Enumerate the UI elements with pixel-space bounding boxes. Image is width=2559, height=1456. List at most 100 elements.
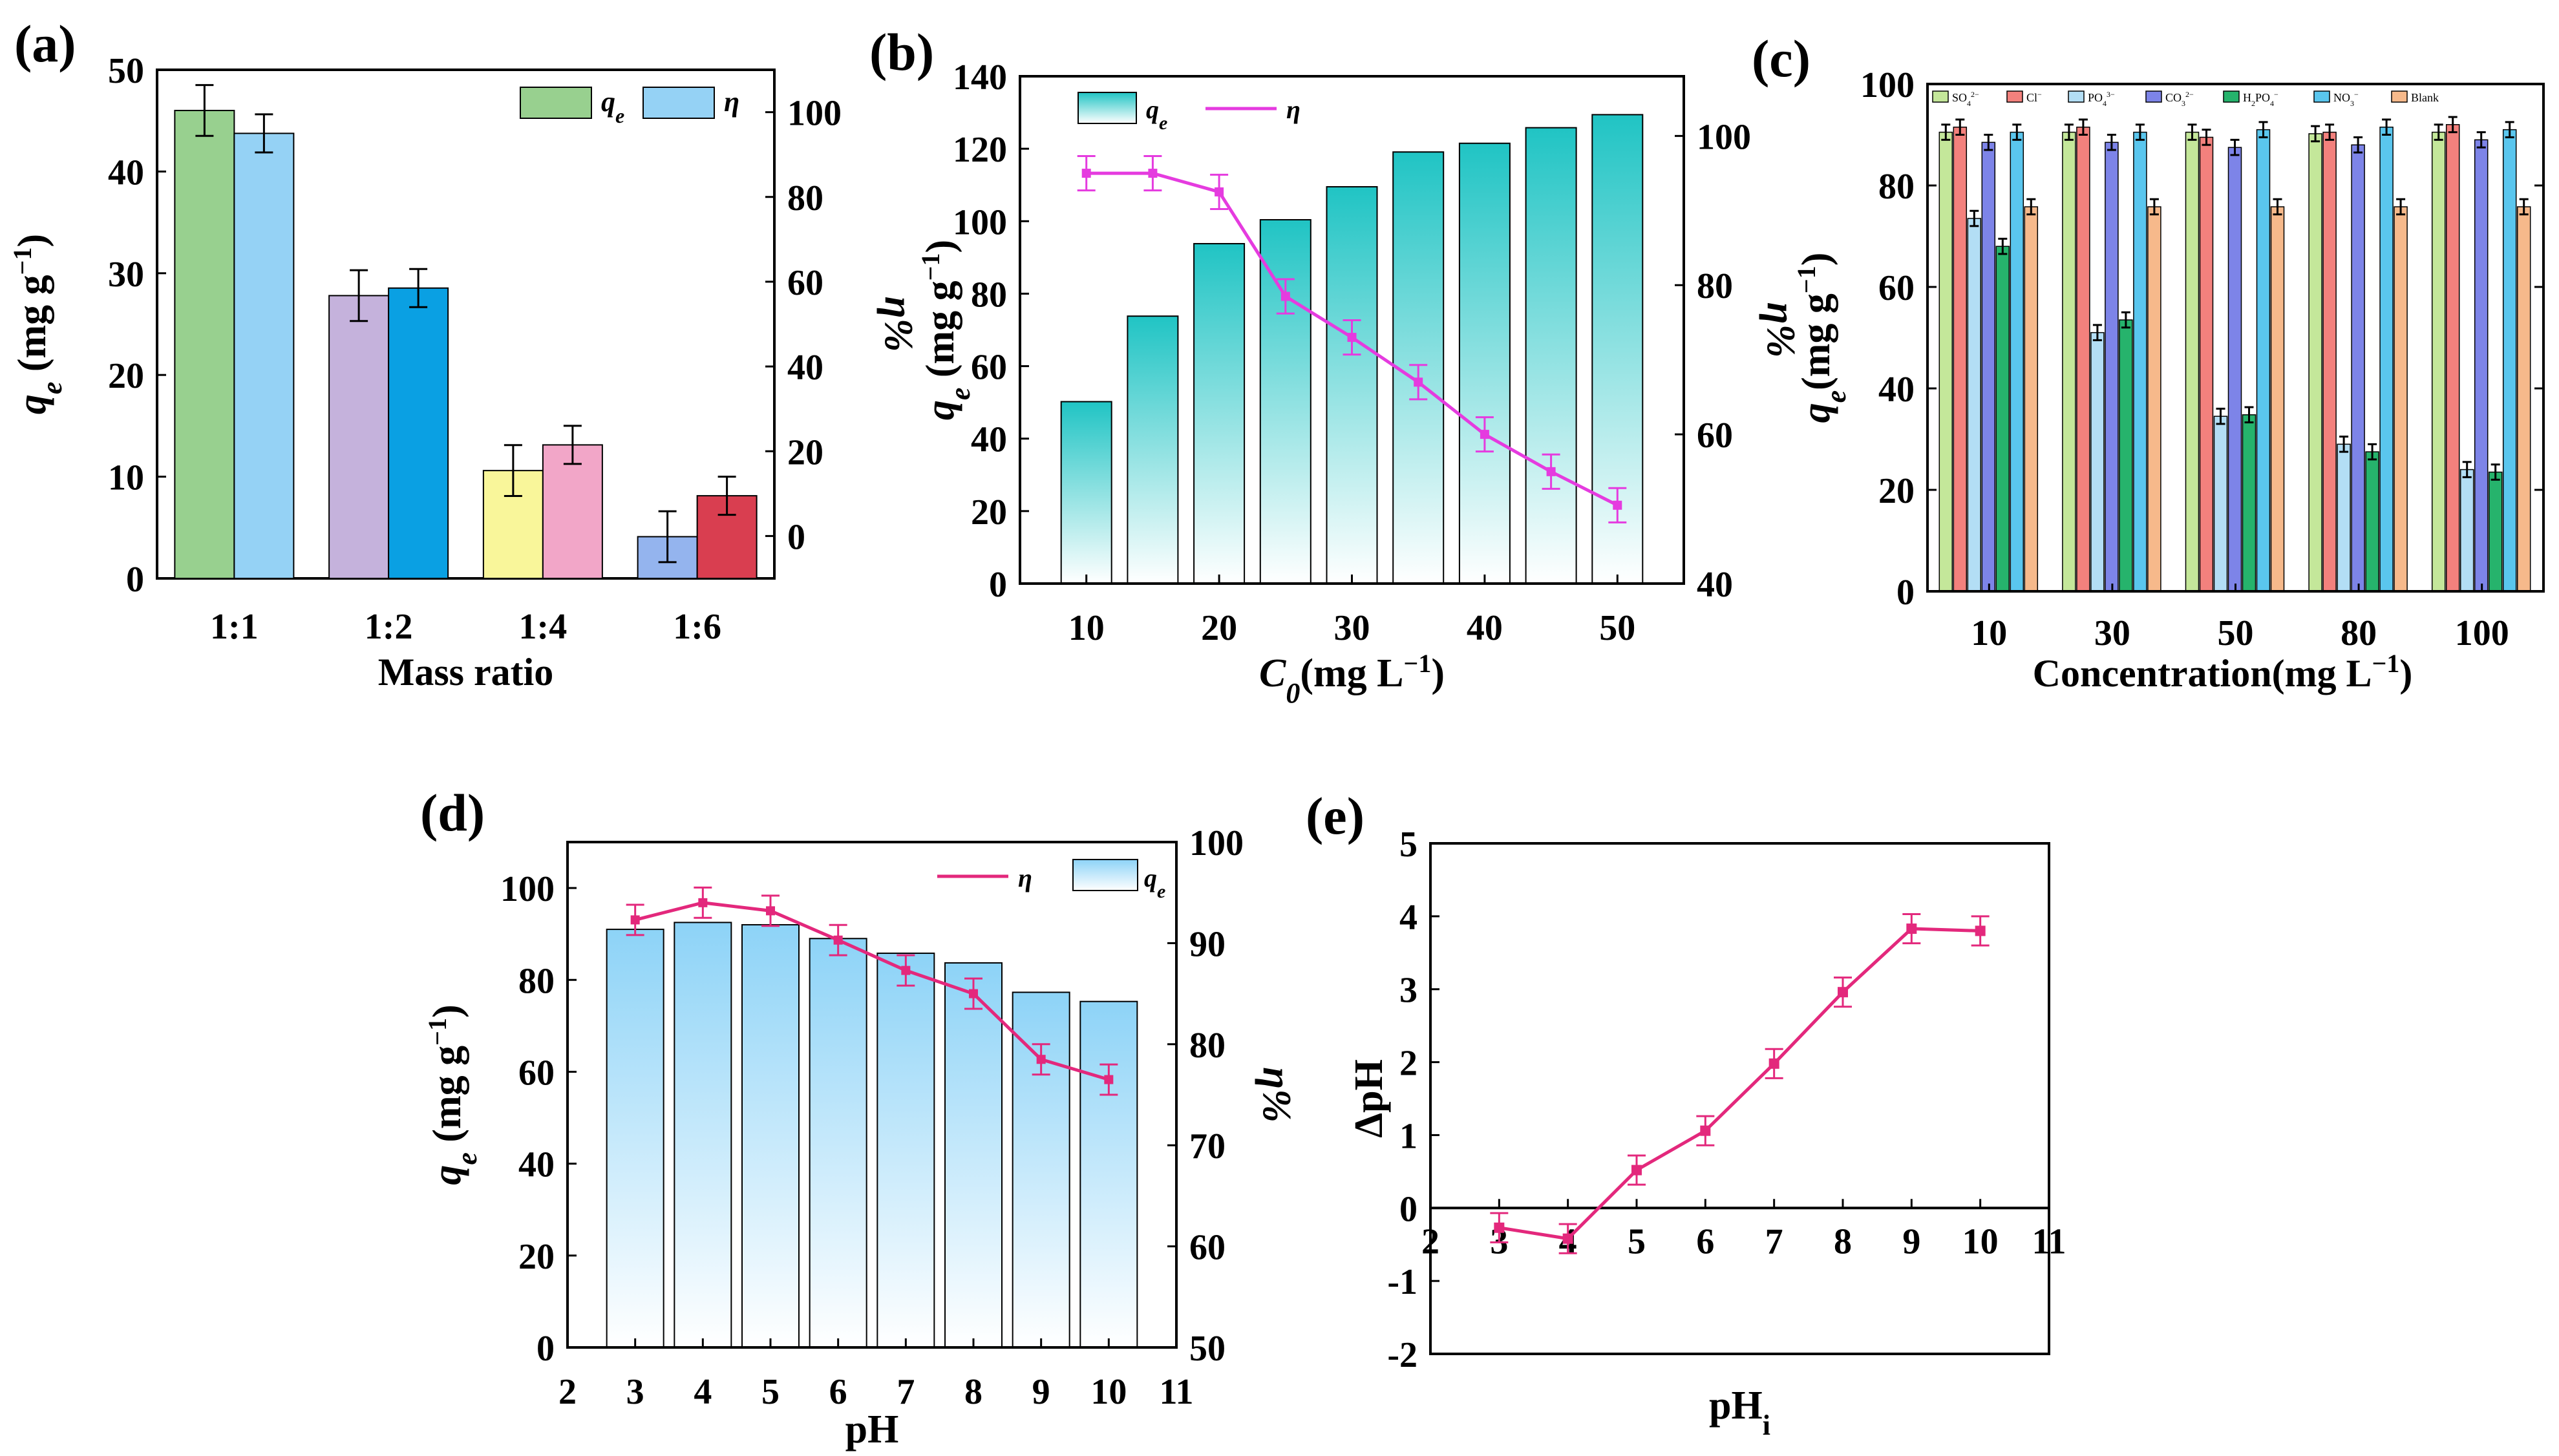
panel-c-legend-swatch bbox=[2391, 90, 2408, 103]
panel-a-errorbar-eta bbox=[717, 476, 736, 516]
panel-b-bar-qe bbox=[1259, 219, 1311, 584]
panel-b-bar-qe bbox=[1127, 315, 1179, 584]
panel-d-ytick-left-label: 20 bbox=[518, 1237, 555, 1277]
panel-b-point-eta bbox=[1613, 500, 1622, 510]
panel-d-point-eta bbox=[901, 965, 911, 975]
panel-e-ytick-label: 5 bbox=[1399, 825, 1418, 865]
panel-c-bar bbox=[2227, 147, 2242, 592]
panel-d-ytick-right-label: 70 bbox=[1189, 1126, 1226, 1166]
panel-a-xtick-label: 1:1 bbox=[210, 607, 259, 647]
panel-e-ylabel: ΔpH bbox=[1347, 1059, 1391, 1138]
panel-e-point bbox=[1906, 923, 1917, 934]
panel-b-ylabel-right: η% bbox=[1759, 302, 1803, 358]
panel-b-ylabel-left: qe (mg g−1) bbox=[916, 240, 976, 420]
panel-c-bar bbox=[1953, 126, 1968, 592]
panel-b-point-eta bbox=[1347, 333, 1357, 343]
panel-d-ytick-right-label: 50 bbox=[1189, 1329, 1226, 1369]
panel-a-errorbar-eta bbox=[409, 268, 428, 308]
panel-c-legend-label: PO43− bbox=[2088, 90, 2115, 108]
panel-b-xtick-label: 50 bbox=[1599, 608, 1635, 648]
panel-d-bar-qe bbox=[741, 923, 800, 1348]
panel-d-bar-qe bbox=[674, 922, 732, 1348]
panel-c-errorbar bbox=[2311, 125, 2320, 143]
panel-a-errorbar-qe bbox=[658, 510, 677, 564]
panel-c-bar bbox=[2090, 332, 2105, 592]
panel-b-point-eta bbox=[1148, 169, 1158, 178]
panel-c-bar bbox=[2119, 319, 2133, 592]
panel-c-bar bbox=[2488, 471, 2503, 592]
panel-a-ytick-left-label: 0 bbox=[126, 560, 144, 600]
panel-c-bar bbox=[2147, 206, 2161, 592]
panel-d-point-eta bbox=[698, 898, 708, 907]
panel-b-ytick-left-label: 60 bbox=[971, 348, 1007, 388]
panel-a-legend-swatch-qe bbox=[520, 87, 592, 119]
panel-c-bar bbox=[2502, 129, 2517, 592]
panel-c-bar bbox=[2351, 144, 2365, 592]
panel-c-bar bbox=[2445, 124, 2460, 592]
panel-b-ytick-left-label: 20 bbox=[971, 492, 1007, 533]
panel-a-ytick-right-label: 80 bbox=[787, 178, 823, 218]
panel-d-legend-swatch-qe bbox=[1072, 859, 1138, 891]
panel-a-label: (a) bbox=[14, 14, 76, 73]
panel-c-legend-swatch bbox=[2223, 90, 2240, 103]
panel-c-legend-swatch bbox=[2068, 90, 2085, 103]
panel-e-label: (e) bbox=[1306, 786, 1364, 845]
panel-d-ytick-left-label: 40 bbox=[518, 1145, 555, 1185]
panel-c-legend-swatch bbox=[2006, 90, 2023, 103]
panel-b-bar-qe bbox=[1326, 186, 1378, 584]
panel-c-errorbar bbox=[1955, 118, 1965, 136]
panel-b-ytick-right-label: 80 bbox=[1697, 266, 1733, 306]
panel-d-ytick-left-label: 0 bbox=[536, 1329, 555, 1369]
panel-d-bar-qe bbox=[944, 962, 1003, 1348]
panel-c-bar bbox=[2010, 131, 2024, 592]
panel-b-ytick-left-label: 100 bbox=[953, 202, 1007, 242]
panel-b-xtick-label: 30 bbox=[1334, 608, 1370, 648]
panel-d-xtick-label: 5 bbox=[761, 1372, 780, 1412]
panel-c-errorbar bbox=[2092, 324, 2102, 341]
panel-a-ylabel-left: qe (mg g−1) bbox=[8, 234, 68, 414]
panel-c-errorbar bbox=[2382, 118, 2392, 136]
panel-a-xtick-label: 1:6 bbox=[673, 607, 721, 647]
panel-a-errorbar-eta bbox=[563, 425, 582, 465]
panel-c-ytick-label: 40 bbox=[1878, 370, 1915, 410]
panel-a-xtick-label: 1:4 bbox=[519, 607, 568, 647]
panel-a-ytick-right-label: 60 bbox=[787, 263, 823, 303]
panel-c-bar bbox=[2199, 136, 2214, 592]
panel-c-errorbar bbox=[2353, 136, 2363, 154]
panel-d-bar-qe bbox=[809, 938, 867, 1348]
panel-d-ytick-left-label: 80 bbox=[518, 961, 555, 1001]
panel-c-bar bbox=[2365, 451, 2379, 592]
panel-c-errorbar bbox=[2434, 123, 2443, 141]
panel-c-errorbar bbox=[2273, 198, 2282, 216]
panel-d-point-eta bbox=[1036, 1055, 1046, 1064]
panel-e-point bbox=[1838, 987, 1848, 998]
panel-b-ytick-left-label: 120 bbox=[953, 130, 1007, 170]
panel-b-xtick-label: 10 bbox=[1068, 608, 1105, 648]
panel-d-ytick-right-label: 90 bbox=[1189, 924, 1226, 964]
panel-c-label: (c) bbox=[1752, 29, 1810, 88]
panel-d-ytick-right-label: 60 bbox=[1189, 1228, 1226, 1268]
panel-c-errorbar bbox=[2396, 198, 2406, 216]
panel-a-xtick-label: 1:2 bbox=[365, 607, 413, 647]
panel-b-ytick-left-label: 140 bbox=[953, 58, 1007, 98]
panel-d-xtick-label: 6 bbox=[829, 1372, 847, 1412]
panel-c-bar bbox=[2105, 142, 2119, 592]
panel-a-bar-eta bbox=[388, 287, 449, 579]
panel-a-ytick-right-label: 0 bbox=[787, 517, 805, 557]
panel-a-errorbar-eta bbox=[255, 113, 273, 154]
panel-e-ytick-label: 0 bbox=[1399, 1189, 1418, 1229]
panel-c-bar bbox=[2133, 131, 2147, 592]
panel-d-xtick-label: 8 bbox=[964, 1372, 982, 1412]
panel-d-xtick-label: 10 bbox=[1090, 1372, 1127, 1412]
panel-c-bar bbox=[2474, 139, 2489, 592]
panel-c-ytick-label: 60 bbox=[1878, 268, 1915, 308]
panel-a-ytick-right-label: 100 bbox=[787, 94, 842, 134]
panel-c-bar bbox=[2213, 416, 2228, 592]
panel-b-legend-label-qe: qe bbox=[1146, 95, 1167, 134]
panel-b-ytick-left-label: 80 bbox=[971, 275, 1007, 315]
panel-a-bar-eta bbox=[542, 444, 603, 579]
panel-c-xlabel: Concentration(mg L−1) bbox=[2033, 649, 2413, 695]
panel-c-errorbar bbox=[2135, 123, 2145, 141]
panel-d-ytick-right-label: 100 bbox=[1189, 823, 1244, 863]
panel-c-errorbar bbox=[2216, 407, 2225, 425]
